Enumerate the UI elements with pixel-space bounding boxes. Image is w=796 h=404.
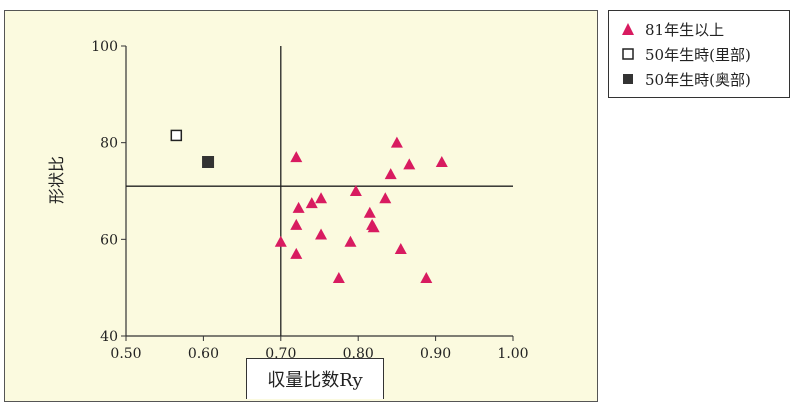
legend-item-series-3: 50年生時(奥部) bbox=[619, 69, 751, 89]
data-point-triangle bbox=[420, 272, 433, 283]
legend-label: 81年生以上 bbox=[645, 20, 725, 39]
data-point-triangle bbox=[349, 185, 362, 196]
y-tick-label: 60 bbox=[100, 232, 118, 248]
x-tick-label: 0.50 bbox=[110, 346, 141, 362]
data-point-triangle bbox=[435, 156, 448, 167]
data-point-triangle bbox=[344, 235, 357, 247]
y-tick-label: 80 bbox=[100, 136, 118, 152]
chart-frame bbox=[4, 10, 598, 402]
data-point-triangle bbox=[290, 151, 303, 163]
data-point-triangle bbox=[394, 243, 407, 254]
legend-item-series-1: 81年生以上 bbox=[619, 19, 724, 39]
y-axis-label: 形状比 bbox=[47, 156, 66, 204]
legend: 81年生以上 50年生時(里部) 50年生時(奥部) bbox=[608, 10, 790, 98]
triangle-marker-icon bbox=[619, 22, 637, 36]
x-tick-label: 1.00 bbox=[497, 346, 528, 362]
data-point-triangle bbox=[403, 158, 416, 170]
x-tick-label: 0.90 bbox=[420, 346, 451, 362]
filled-square-marker-icon bbox=[619, 72, 637, 86]
data-point-triangle bbox=[315, 192, 328, 204]
x-axis-label-box: 収量比数Ry bbox=[246, 358, 384, 399]
legend-label: 50年生時(奥部) bbox=[645, 70, 751, 89]
data-point-triangle bbox=[305, 197, 318, 209]
data-point-triangle bbox=[384, 168, 397, 180]
data-point-open-square bbox=[170, 129, 183, 142]
x-tick-label: 0.60 bbox=[188, 346, 219, 362]
data-point-triangle bbox=[274, 235, 287, 247]
data-point-triangle bbox=[292, 201, 305, 213]
y-tick-label: 40 bbox=[100, 329, 118, 345]
y-tick-label: 100 bbox=[91, 39, 118, 55]
data-point-triangle bbox=[390, 136, 403, 148]
data-point-triangle bbox=[363, 206, 376, 218]
data-point-triangle bbox=[290, 247, 303, 259]
data-point-triangle bbox=[290, 218, 303, 230]
open-square-marker-icon bbox=[619, 47, 637, 61]
x-axis-label: 収量比数Ry bbox=[267, 370, 363, 391]
data-point-triangle bbox=[367, 221, 380, 233]
data-point-triangle bbox=[332, 272, 345, 283]
data-point-filled-square bbox=[202, 156, 215, 168]
data-point-triangle bbox=[315, 228, 328, 240]
data-point-triangle bbox=[379, 192, 392, 204]
legend-item-series-2: 50年生時(里部) bbox=[619, 44, 751, 64]
legend-label: 50年生時(里部) bbox=[645, 45, 751, 64]
